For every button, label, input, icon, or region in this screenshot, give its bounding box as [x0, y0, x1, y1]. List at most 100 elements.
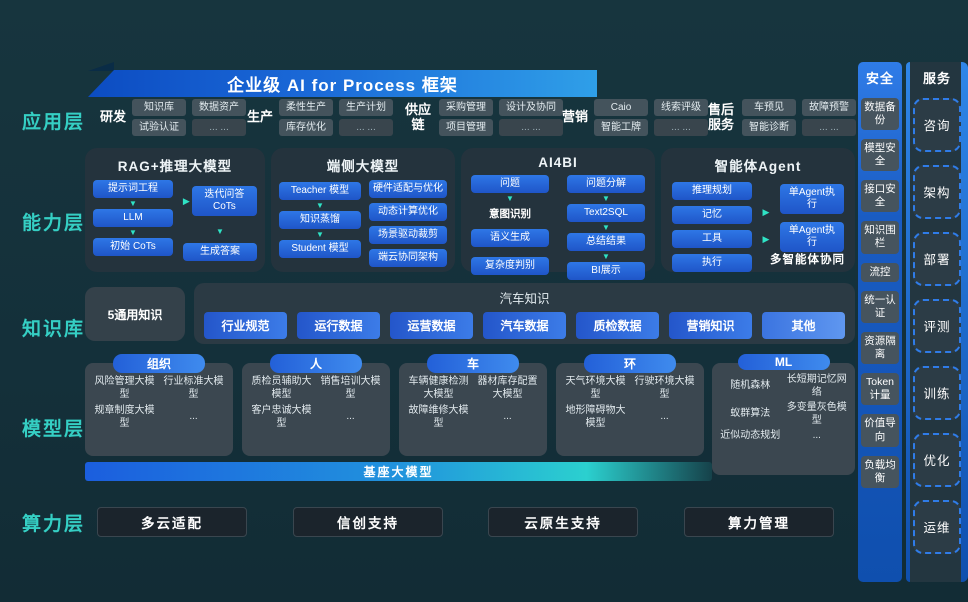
knowledge-pill: 运营数据 [390, 312, 473, 339]
base-model-bar: 基座大模型 [85, 462, 712, 481]
model-item: 质检员辅助大模型 [251, 376, 312, 400]
service-item: 架构 [913, 164, 961, 219]
model-item: 车辆健康检测大模型 [408, 376, 469, 400]
model-group-person: 人 质检员辅助大模型 销售培训大模型 客户忠诚大模型 ... [242, 354, 390, 456]
model-item: 器材库存配置大模型 [477, 376, 538, 400]
security-column-title: 安全 [865, 71, 894, 86]
layer-label-compute: 算力层 [22, 514, 86, 535]
capability-box-edge: 端侧大模型 Teacher 模型 ▼ 知识蒸馏 ▼ Student 模型 硬件适… [271, 148, 455, 272]
page-title: 企业级 AI for Process 框架 [227, 76, 458, 95]
edge-feature: 硬件适配与优化 [369, 180, 447, 198]
model-group-environment: 环 天气环境大模型 行驶环境大模型 地形障碍物大模型 ... [556, 354, 704, 456]
model-item: 天气环境大模型 [565, 376, 626, 400]
auto-knowledge-title: 汽车知识 [499, 292, 550, 306]
security-item: 接口安全 [861, 180, 899, 213]
model-item: 规章制度大模型 [94, 405, 155, 429]
security-item: 流控 [861, 262, 899, 282]
service-item: 部署 [913, 231, 961, 286]
service-item: 运维 [913, 499, 961, 554]
model-group-label: 环 [584, 354, 676, 373]
service-item: 优化 [913, 432, 961, 487]
app-item: 项目管理 [439, 119, 493, 136]
service-column-left-strip [906, 62, 910, 582]
title-banner: 企业级 AI for Process 框架 [88, 70, 597, 97]
capability-box-ai4bi: AI4BI 问题 ▼ 意图识别 语义生成 复杂度判别 问题分解 ▼ Text2S… [461, 148, 655, 280]
ai4bi-left-label: 意图识别 [489, 208, 531, 220]
model-group-ml: ML 随机森林 长短期记忆网络 蚁群算法 多变量灰色模型 近似动态规划 ... [712, 354, 855, 475]
model-item: 客户忠诚大模型 [251, 405, 312, 429]
rag-step: 生成答案 [182, 243, 257, 261]
security-item: 数据备份 [861, 97, 899, 130]
model-item: 风险管理大模型 [94, 376, 155, 400]
security-item: 模型安全 [861, 138, 899, 171]
arrow-down-icon: ▼ [602, 223, 610, 232]
app-item: 线索评级 [654, 99, 709, 116]
app-item: 生产计划 [339, 99, 394, 116]
ai4bi-right-node: BI展示 [567, 262, 645, 280]
agent-module: 工具 [672, 230, 752, 248]
app-item-more: ... ... [192, 119, 247, 136]
capability-box-title: RAG+推理大模型 [117, 159, 233, 174]
knowledge-pill: 质检数据 [576, 312, 659, 339]
knowledge-pill: 汽车数据 [483, 312, 566, 339]
security-column: 安全 数据备份 模型安全 接口安全 知识围栏 流控 统一认证 资源隔离 Toke… [858, 62, 902, 582]
arrow-down-icon: ▼ [316, 230, 324, 239]
model-item: 地形障碍物大模型 [565, 405, 626, 429]
model-item-more: ... [346, 411, 355, 423]
agent-exec-node: 单Agent执行 [780, 184, 844, 214]
capability-box-agent: 智能体Agent 推理规划 记忆 工具 执行 ▶ ▶ 单Agent执行 单Age… [661, 148, 855, 272]
arrow-down-icon: ▼ [129, 228, 137, 237]
edge-feature: 端云协同架构 [369, 249, 447, 267]
agent-module: 记忆 [672, 206, 752, 224]
agent-caption: 多智能体协同 [770, 254, 845, 266]
app-group-label: 供应链 [404, 101, 431, 132]
security-item: 资源隔离 [861, 331, 899, 365]
app-item: 试验认证 [132, 119, 187, 136]
app-item: 智能诊断 [742, 119, 796, 136]
model-item-more: ... [812, 430, 821, 441]
service-item: 评测 [913, 298, 961, 353]
model-item-more: ... [503, 411, 512, 423]
service-item: 咨询 [913, 97, 961, 152]
ai4bi-right-node: Text2SQL [567, 204, 645, 222]
agent-module: 执行 [672, 254, 752, 272]
layer-label-app: 应用层 [22, 112, 86, 133]
model-item: 多变量灰色模型 [786, 402, 847, 426]
capability-box-title: 端侧大模型 [326, 159, 400, 174]
ai4bi-left-node: 复杂度判别 [471, 257, 549, 275]
model-group-label: 车 [427, 354, 519, 373]
layer-label-model: 模型层 [22, 419, 86, 440]
app-group-production: 生产 柔性生产 库存优化 生产计划 ... ... [247, 99, 394, 136]
model-item-more: ... [660, 411, 669, 423]
app-group-supply-chain: 供应链 采购管理 项目管理 设计及协同 ... ... [403, 99, 563, 136]
arrow-down-icon: ▼ [602, 252, 610, 261]
arrow-down-icon: ▼ [506, 194, 514, 203]
capability-box-title: AI4BI [538, 155, 578, 170]
compute-item-management: 算力管理 [684, 507, 834, 537]
security-item: Token计量 [861, 373, 899, 406]
app-item: 知识库 [132, 99, 187, 116]
layer-label-capability: 能力层 [22, 213, 86, 234]
edge-flow-node: Teacher 模型 [279, 182, 361, 200]
service-column: 服务 咨询 架构 部署 评测 训练 优化 运维 [906, 62, 968, 582]
service-column-right-strip [961, 62, 968, 582]
app-item: 库存优化 [279, 119, 334, 136]
app-group-after-sales: 售后服务 车预见 智能诊断 故障预警 ... ... [706, 99, 856, 136]
ai4bi-right-node: 问题分解 [567, 175, 645, 193]
app-item: 数据资产 [192, 99, 247, 116]
app-item: 智能工牌 [594, 119, 649, 136]
knowledge-pill: 运行数据 [297, 312, 380, 339]
rag-step: 迭代问答 CoTs [191, 186, 257, 216]
model-item: 随机森林 [730, 380, 771, 392]
model-item: 销售培训大模型 [320, 376, 381, 400]
app-item: 故障预警 [802, 99, 856, 116]
agent-module: 推理规划 [672, 182, 752, 200]
capability-box-rag: RAG+推理大模型 提示词工程 ▼ LLM ▼ 初始 CoTs ▶ 迭代问答 C… [85, 148, 265, 272]
compute-item-cloudnative: 云原生支持 [488, 507, 638, 537]
app-item: 设计及协同 [499, 99, 563, 116]
model-group-organization: 组织 风险管理大模型 行业标准大模型 规章制度大模型 ... [85, 354, 233, 456]
knowledge-pill: 行业规范 [204, 312, 287, 339]
app-item-more: ... ... [499, 119, 563, 136]
edge-feature: 动态计算优化 [369, 203, 447, 221]
model-item: 蚁群算法 [730, 408, 771, 420]
